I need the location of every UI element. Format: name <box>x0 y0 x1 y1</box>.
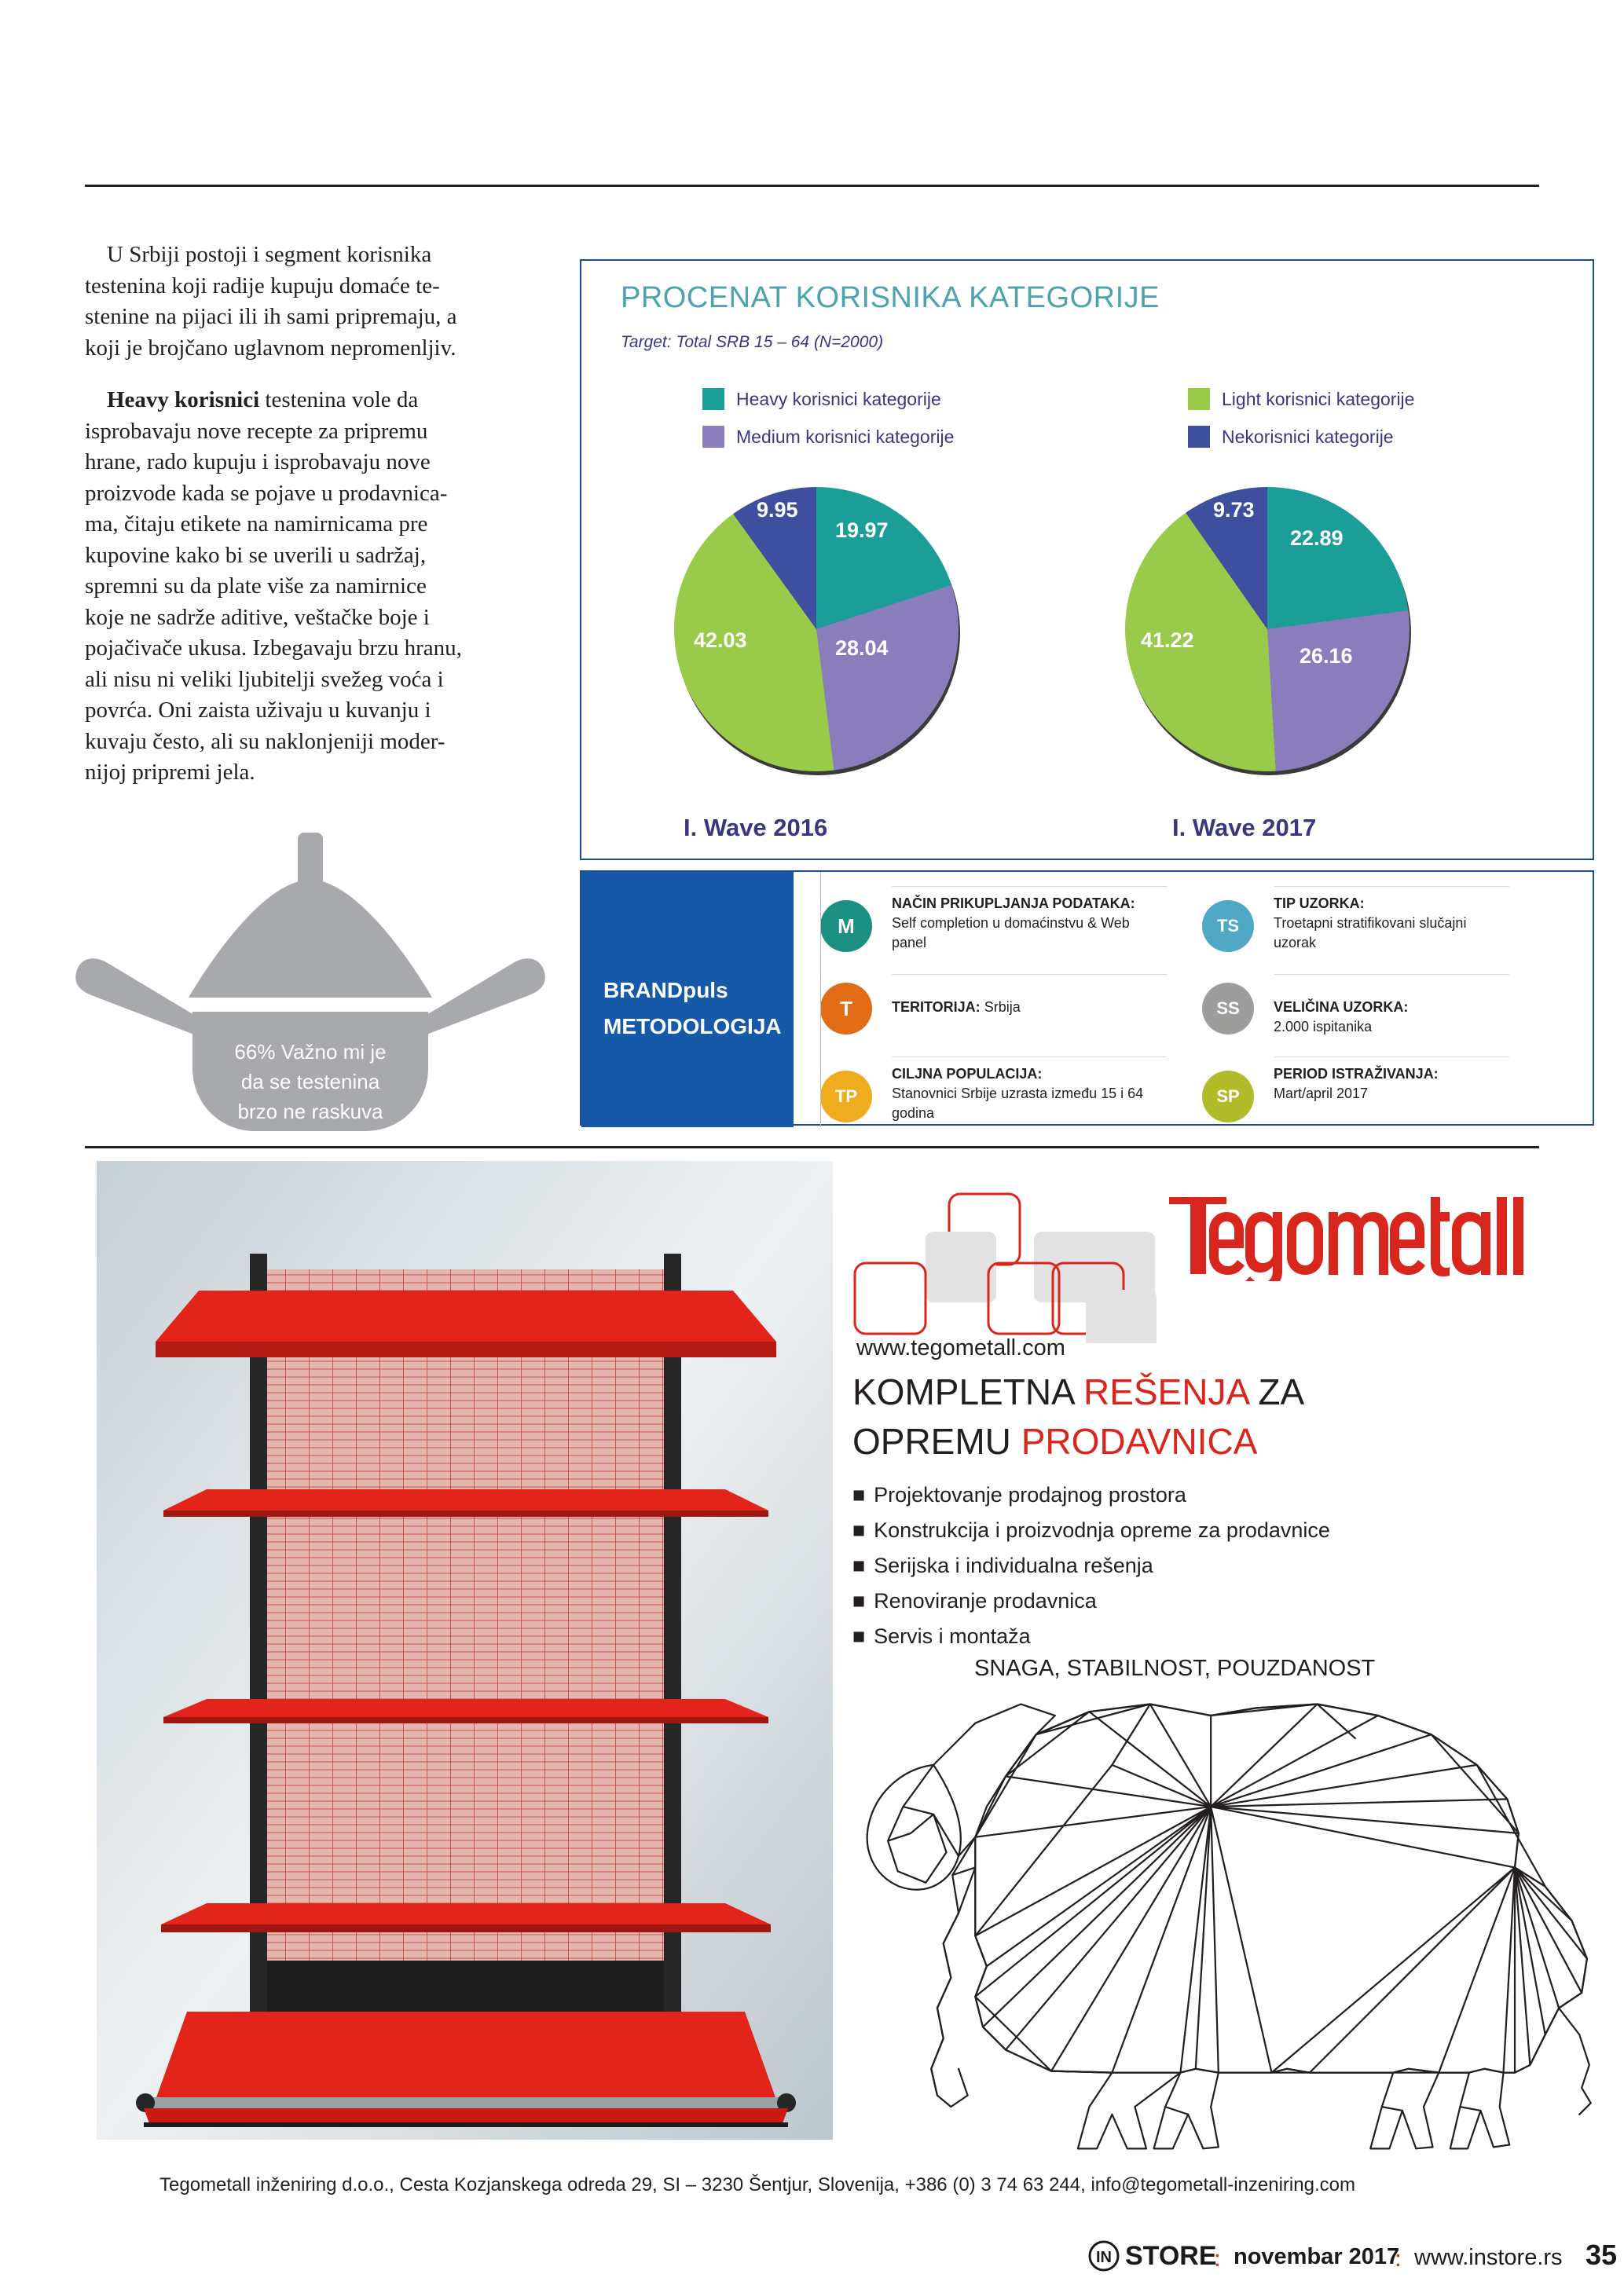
svg-text:da se testenina: da se testenina <box>241 1070 380 1093</box>
svg-text:66% Važno mi je: 66% Važno mi je <box>234 1040 386 1064</box>
svg-text:brzo ne raskuva: brzo ne raskuva <box>238 1100 384 1123</box>
svg-text:IN: IN <box>1096 2249 1112 2266</box>
